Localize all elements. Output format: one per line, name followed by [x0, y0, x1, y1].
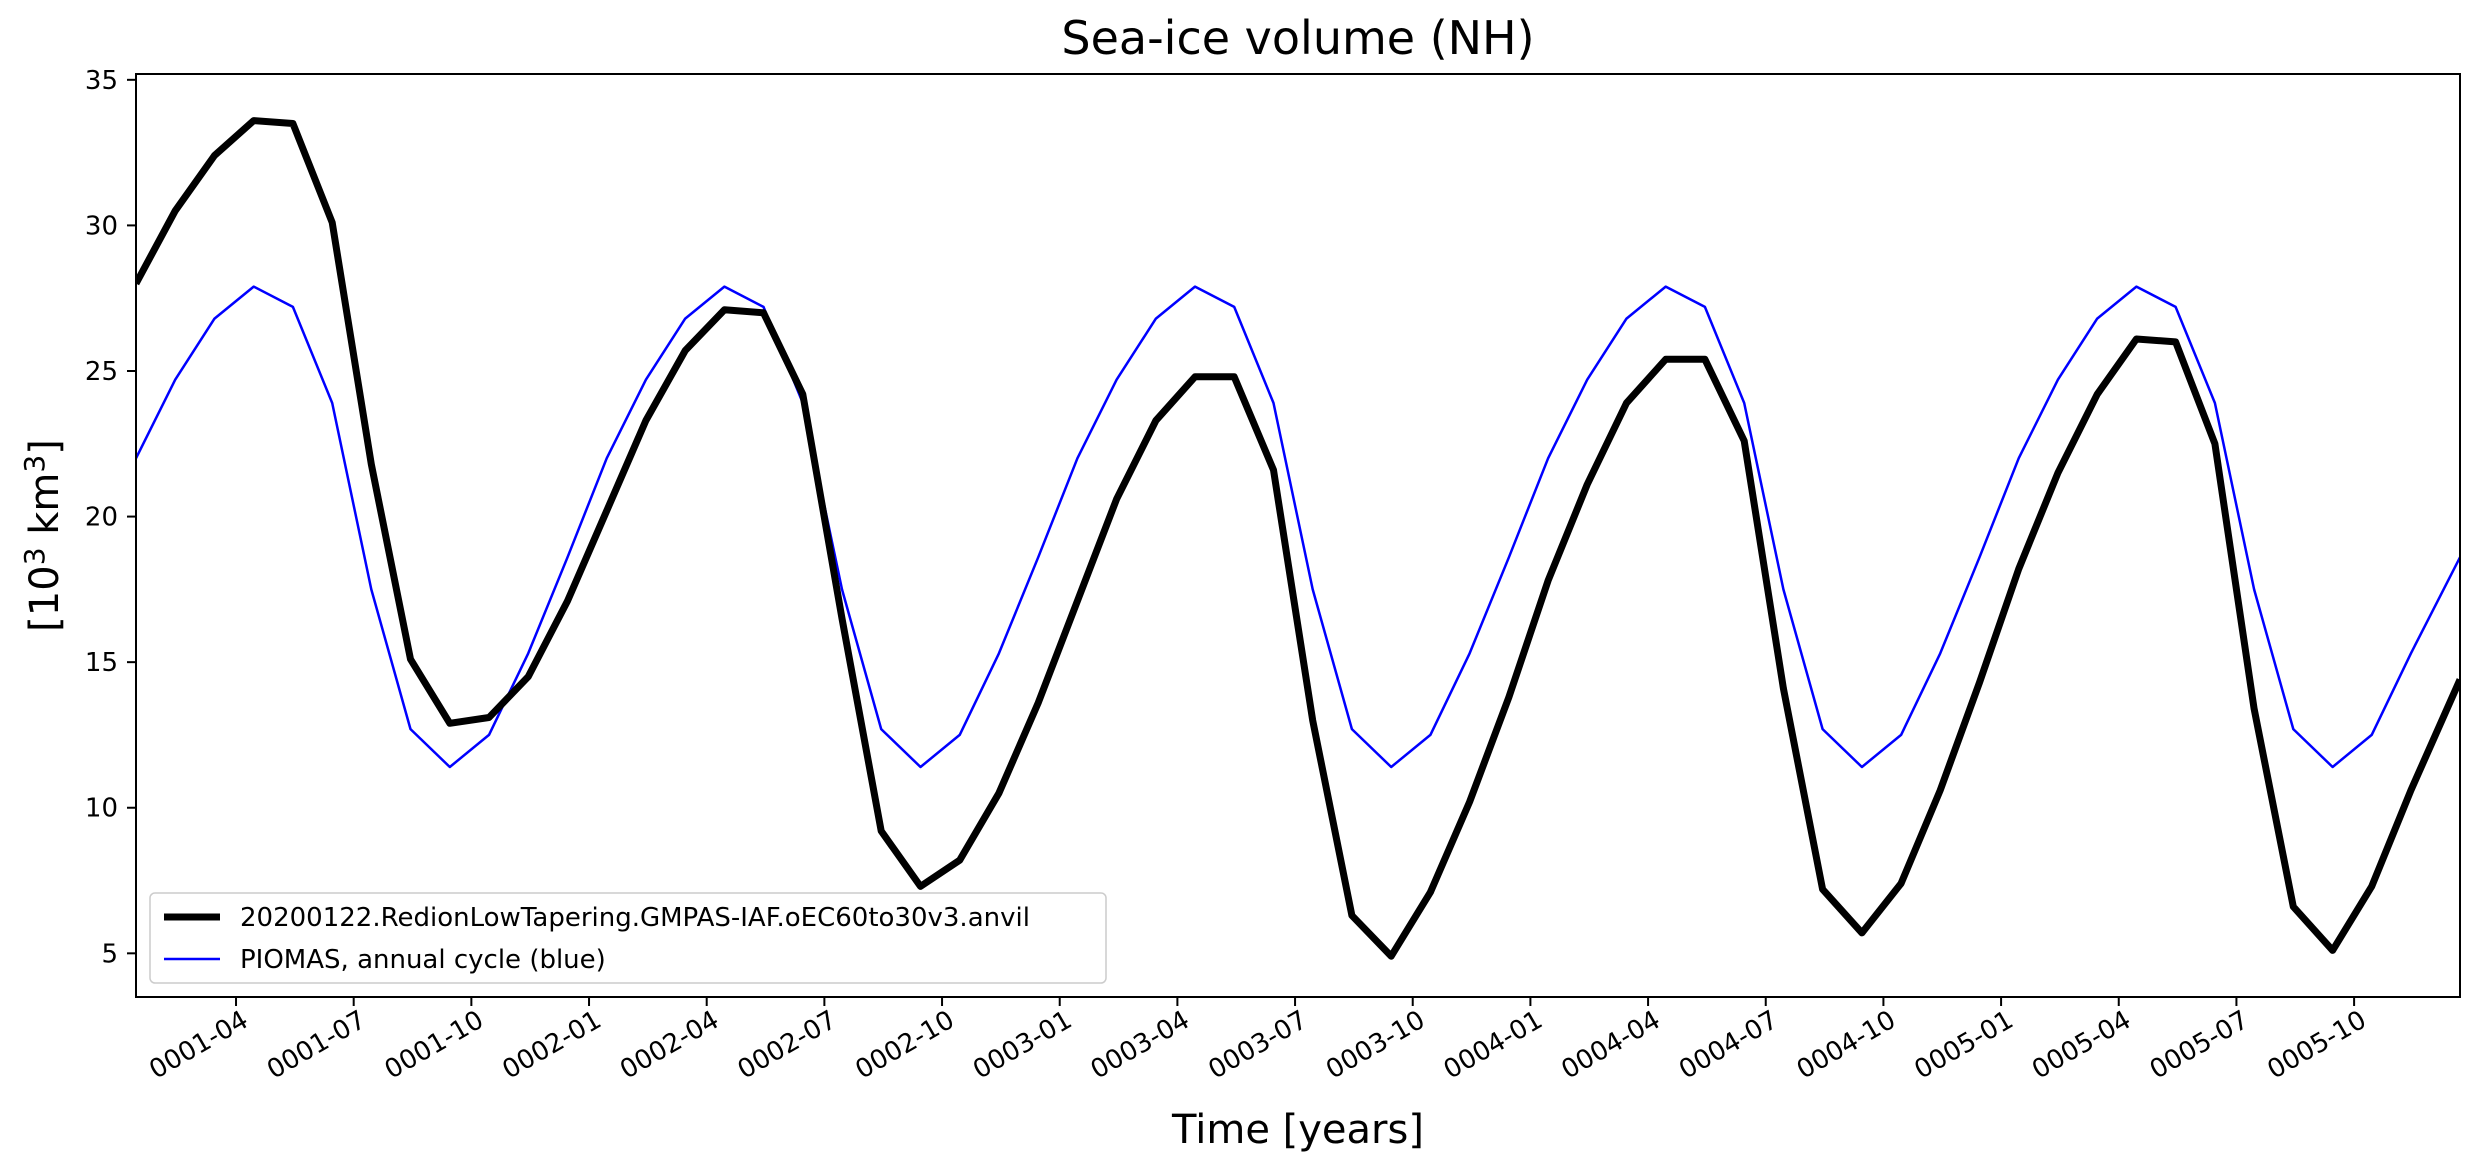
x-tick-label: 0002-10 [850, 1005, 959, 1085]
y-axis-label-part: km [22, 473, 68, 548]
legend-label-model: 20200122.RedionLowTapering.GMPAS-IAF.oEC… [240, 903, 1030, 933]
x-tick-label: 0003-07 [1203, 1005, 1312, 1085]
x-axis-label: Time [years] [1171, 1107, 1424, 1153]
x-tick-label: 0005-07 [2145, 1005, 2254, 1085]
x-tick-label: 0001-10 [380, 1005, 489, 1085]
legend-label-piomas: PIOMAS, annual cycle (blue) [240, 945, 606, 975]
series-group [136, 117, 2460, 960]
series-line-model [136, 117, 2460, 960]
x-tick-label: 0004-04 [1556, 1005, 1665, 1085]
x-tick-label: 0004-01 [1439, 1005, 1548, 1085]
x-tick-label: 0005-04 [2027, 1005, 2136, 1085]
x-tick-label: 0001-04 [144, 1005, 253, 1085]
y-axis-label-exponent: 3 [18, 547, 51, 565]
x-tick-label: 0002-01 [497, 1005, 606, 1085]
x-tick-label: 0002-07 [733, 1005, 842, 1085]
x-tick-label: 0003-04 [1086, 1005, 1195, 1085]
y-tick-label: 25 [85, 357, 118, 387]
chart-title: Sea-ice volume (NH) [1061, 11, 1534, 65]
x-tick-label: 0005-10 [2263, 1005, 2372, 1085]
plot-area [135, 73, 2461, 998]
y-axis-label-part: ] [22, 439, 68, 455]
x-tick-label: 0003-10 [1321, 1005, 1430, 1085]
y-axis-ticks: 5 10 15 20 25 30 35 [85, 66, 136, 969]
y-axis-label: [103 km3] [18, 439, 68, 632]
x-tick-label: 0005-01 [1909, 1005, 2018, 1085]
y-tick-label: 20 [85, 503, 118, 533]
y-axis-label-part: [10 [22, 565, 68, 632]
legend: 20200122.RedionLowTapering.GMPAS-IAF.oEC… [149, 892, 1107, 984]
y-axis-label-exponent: 3 [18, 455, 51, 473]
y-tick-label: 30 [85, 211, 118, 241]
y-tick-label: 10 [85, 794, 118, 824]
y-tick-label: 35 [85, 66, 118, 96]
x-tick-label: 0003-01 [968, 1005, 1077, 1085]
series-line-piomas [136, 285, 2460, 769]
y-tick-label: 5 [101, 939, 118, 969]
x-axis-ticks: 0001-04 0001-07 0001-10 0002-01 0002-04 0002-… [144, 997, 2372, 1085]
y-tick-label: 15 [85, 648, 118, 678]
x-tick-label: 0001-07 [262, 1005, 371, 1085]
x-tick-label: 0004-10 [1792, 1005, 1901, 1085]
plot-frame [135, 73, 2461, 998]
legend-box [149, 892, 1107, 984]
x-tick-label: 0002-04 [615, 1005, 724, 1085]
x-tick-label: 0004-07 [1674, 1005, 1783, 1085]
